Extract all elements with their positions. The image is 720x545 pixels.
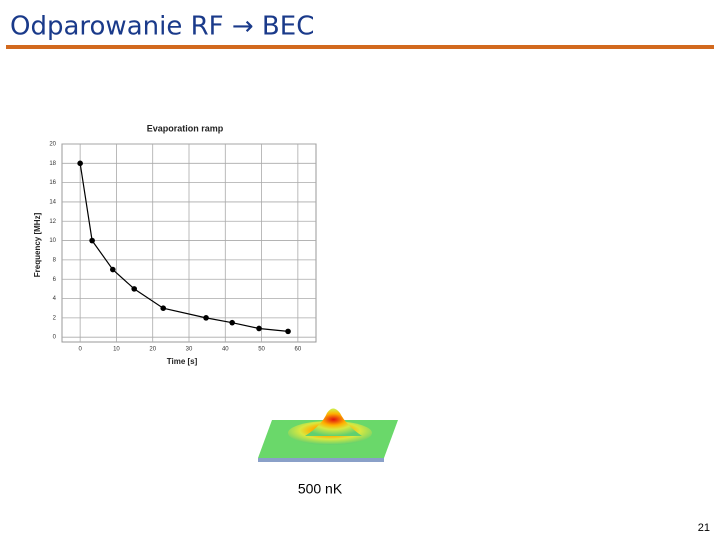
data-point (203, 315, 209, 321)
y-tick-label: 4 (53, 296, 57, 302)
y-tick-label: 6 (53, 277, 57, 283)
bec-image (258, 408, 398, 462)
x-tick-label: 0 (78, 347, 82, 353)
y-tick-label: 10 (49, 238, 56, 244)
slide-title: Odparowanie RF → BEC (10, 12, 314, 42)
title-rule (6, 45, 714, 49)
data-point (131, 286, 138, 292)
data-point (160, 305, 167, 311)
page-number: 21 (698, 522, 710, 534)
chart-title: Evaporation ramp (147, 123, 224, 133)
x-tick-label: 20 (149, 347, 156, 353)
x-tick-label: 60 (295, 347, 302, 353)
x-tick-label: 30 (186, 347, 193, 353)
y-tick-label: 20 (49, 142, 56, 148)
x-axis-title: Time [s] (167, 357, 198, 366)
y-tick-label: 14 (49, 200, 56, 206)
y-tick-label: 18 (49, 161, 56, 167)
y-tick-label: 16 (49, 180, 56, 186)
plot: 0 2 4 6 8 10 12 14 16 18 20 0 10 20 30 40 50 60 (49, 142, 317, 353)
y-tick-label: 12 (49, 219, 56, 225)
data-point (256, 325, 262, 332)
data-point (229, 319, 235, 326)
data-point (285, 328, 291, 335)
x-tick-label: 40 (222, 347, 229, 353)
data-point (110, 266, 116, 273)
y-tick-label: 2 (53, 315, 57, 321)
data-point (77, 160, 83, 167)
y-axis-title: Frequency [MHz] (33, 212, 42, 277)
y-tick-label: 0 (53, 335, 57, 341)
data-point (89, 237, 95, 244)
x-tick-label: 10 (113, 347, 120, 353)
y-tick-label: 8 (53, 257, 57, 263)
caption: 500 nK (298, 481, 343, 497)
x-tick-label: 50 (258, 347, 265, 353)
